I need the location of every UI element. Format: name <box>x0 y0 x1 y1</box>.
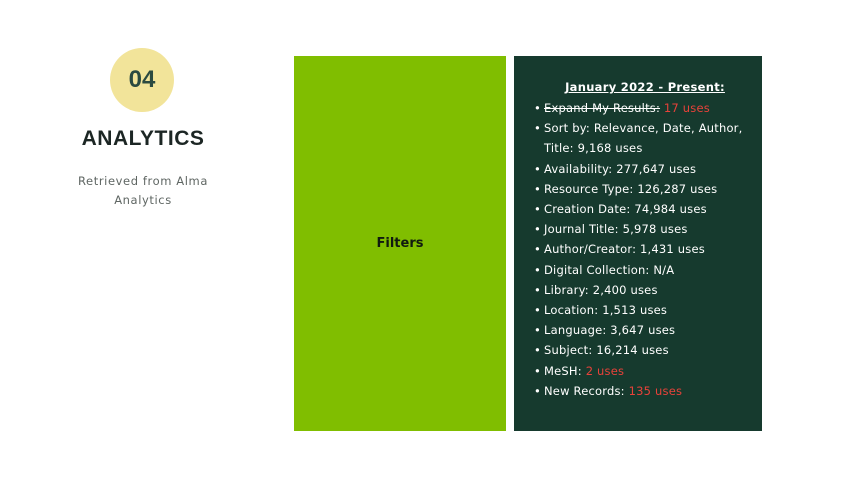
filters-panel: Filters <box>294 56 506 431</box>
stats-item-label: MeSH: <box>544 363 582 378</box>
stats-item-label: Availability: <box>544 161 613 176</box>
stats-item: Language: 3,647 uses <box>534 320 756 340</box>
stats-item: Resource Type: 126,287 uses <box>534 179 756 199</box>
stats-item: Subject: 16,214 uses <box>534 340 756 360</box>
stats-item-label: New Records: <box>544 383 625 398</box>
stats-item: Sort by: Relevance, Date, Author, Title:… <box>534 118 756 158</box>
stats-item-label: Expand My Results: <box>544 101 661 115</box>
stats-item-label: Location: <box>544 303 599 318</box>
stats-item-value: N/A <box>653 262 675 277</box>
section-number-badge: 04 <box>110 48 174 112</box>
stats-item-value: 5,978 uses <box>622 222 688 237</box>
stats-item: Digital Collection: N/A <box>534 260 756 280</box>
stats-item-label: Subject: <box>544 343 593 358</box>
stats-item-label: Library: <box>544 282 589 297</box>
stats-item-label: Sort by: Relevance, Date, Author, Title: <box>544 121 743 156</box>
stats-item: Availability: 277,647 uses <box>534 159 756 179</box>
stats-item-label: Resource Type: <box>544 181 634 196</box>
stats-item-label: Journal Title: <box>544 222 619 237</box>
stats-item-value: 74,984 uses <box>634 202 707 217</box>
section-title: ANALYTICS <box>81 127 205 150</box>
stats-item-value: 3,647 uses <box>610 323 676 338</box>
section-subtitle: Retrieved from Alma Analytics <box>77 174 209 207</box>
stats-item: Creation Date: 74,984 uses <box>534 199 756 219</box>
stats-item-value: 2 uses <box>585 363 625 378</box>
section-number: 04 <box>128 66 156 93</box>
usage-stats-panel: January 2022 - Present: Expand My Result… <box>514 56 762 431</box>
stats-item-value: 17 uses <box>663 101 710 115</box>
stats-item-label: Author/Creator: <box>544 242 637 257</box>
stats-heading: January 2022 - Present: <box>565 80 725 94</box>
stats-item-label: Digital Collection: <box>544 262 650 277</box>
stats-item: MeSH: 2 uses <box>534 361 756 381</box>
stats-item: Author/Creator: 1,431 uses <box>534 239 756 259</box>
stats-item-label: Language: <box>544 323 607 338</box>
stats-item: Journal Title: 5,978 uses <box>534 219 756 239</box>
stats-list: Expand My Results: 17 usesSort by: Relev… <box>534 98 756 401</box>
stats-item-value: 1,513 uses <box>602 303 668 318</box>
stats-item-value: 2,400 uses <box>592 282 658 297</box>
stats-item: Library: 2,400 uses <box>534 280 756 300</box>
stats-item-value: 135 uses <box>628 383 683 398</box>
stats-item-label: Creation Date: <box>544 202 631 217</box>
stats-item-value: 277,647 uses <box>616 161 697 176</box>
stats-item: Expand My Results: 17 uses <box>534 98 756 118</box>
stats-item-value: 16,214 uses <box>596 343 669 358</box>
stats-item: Location: 1,513 uses <box>534 300 756 320</box>
stats-item-value: 9,168 uses <box>577 141 643 156</box>
stats-item-value: 1,431 uses <box>640 242 705 257</box>
stats-item: New Records: 135 uses <box>534 381 756 401</box>
filters-label: Filters <box>376 236 424 251</box>
stats-item-value: 126,287 uses <box>637 181 718 196</box>
